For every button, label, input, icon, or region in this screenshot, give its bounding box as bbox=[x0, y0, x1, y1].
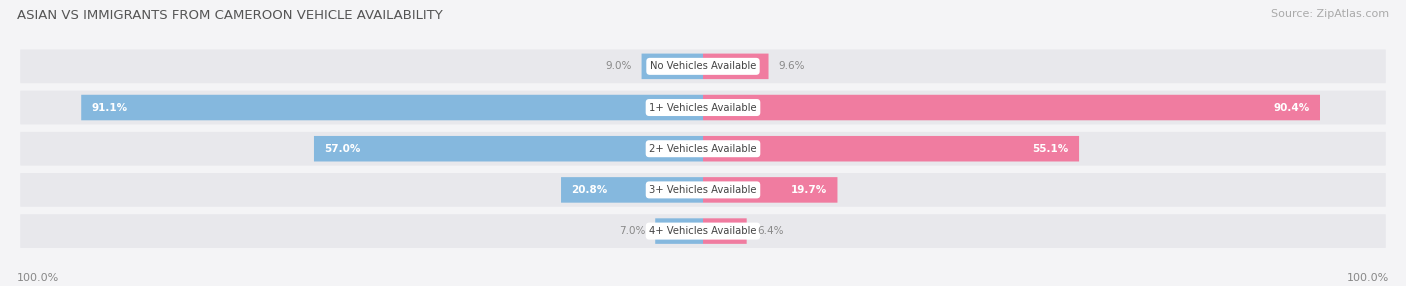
FancyBboxPatch shape bbox=[703, 177, 838, 203]
Text: 3+ Vehicles Available: 3+ Vehicles Available bbox=[650, 185, 756, 195]
Text: 20.8%: 20.8% bbox=[571, 185, 607, 195]
Text: 9.6%: 9.6% bbox=[779, 61, 806, 71]
FancyBboxPatch shape bbox=[20, 49, 1386, 83]
Text: 2+ Vehicles Available: 2+ Vehicles Available bbox=[650, 144, 756, 154]
FancyBboxPatch shape bbox=[82, 95, 703, 120]
Text: 19.7%: 19.7% bbox=[792, 185, 827, 195]
Text: ASIAN VS IMMIGRANTS FROM CAMEROON VEHICLE AVAILABILITY: ASIAN VS IMMIGRANTS FROM CAMEROON VEHICL… bbox=[17, 9, 443, 21]
FancyBboxPatch shape bbox=[703, 53, 769, 79]
FancyBboxPatch shape bbox=[20, 173, 1386, 207]
Text: 55.1%: 55.1% bbox=[1032, 144, 1069, 154]
FancyBboxPatch shape bbox=[20, 91, 1386, 124]
FancyBboxPatch shape bbox=[703, 136, 1078, 162]
Text: 100.0%: 100.0% bbox=[1347, 273, 1389, 283]
FancyBboxPatch shape bbox=[641, 53, 703, 79]
FancyBboxPatch shape bbox=[20, 132, 1386, 166]
FancyBboxPatch shape bbox=[703, 218, 747, 244]
Text: 90.4%: 90.4% bbox=[1274, 103, 1310, 112]
FancyBboxPatch shape bbox=[703, 95, 1320, 120]
Text: 9.0%: 9.0% bbox=[605, 61, 631, 71]
Text: 57.0%: 57.0% bbox=[325, 144, 360, 154]
FancyBboxPatch shape bbox=[655, 218, 703, 244]
Text: 7.0%: 7.0% bbox=[619, 226, 645, 236]
FancyBboxPatch shape bbox=[20, 214, 1386, 248]
Text: 4+ Vehicles Available: 4+ Vehicles Available bbox=[650, 226, 756, 236]
Text: Source: ZipAtlas.com: Source: ZipAtlas.com bbox=[1271, 9, 1389, 19]
Text: 91.1%: 91.1% bbox=[91, 103, 128, 112]
Text: 6.4%: 6.4% bbox=[756, 226, 783, 236]
FancyBboxPatch shape bbox=[561, 177, 703, 203]
Text: 100.0%: 100.0% bbox=[17, 273, 59, 283]
Text: No Vehicles Available: No Vehicles Available bbox=[650, 61, 756, 71]
Text: 1+ Vehicles Available: 1+ Vehicles Available bbox=[650, 103, 756, 112]
FancyBboxPatch shape bbox=[314, 136, 703, 162]
